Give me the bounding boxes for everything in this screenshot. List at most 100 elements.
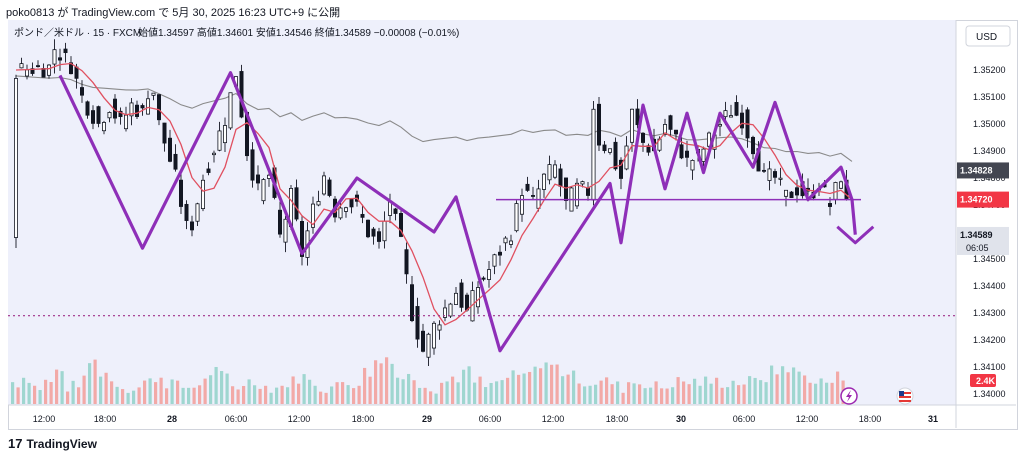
volume-bar xyxy=(11,382,15,404)
candle-body xyxy=(723,110,728,118)
candle xyxy=(35,60,40,68)
candle-body xyxy=(96,106,101,124)
candle-body xyxy=(839,181,844,189)
price-label-box xyxy=(957,191,1009,208)
candle-body xyxy=(321,175,326,195)
currency-button-label: USD xyxy=(976,32,997,43)
candle-body xyxy=(536,188,541,209)
candle xyxy=(228,92,233,130)
volume-bar xyxy=(781,366,785,404)
chart-svg[interactable]: USD1.352001.351001.350001.349001.348001.… xyxy=(8,20,1016,428)
candle xyxy=(294,179,299,222)
candle-body xyxy=(35,65,40,68)
us-flag-event-icon[interactable] xyxy=(896,387,914,405)
volume-bar xyxy=(462,369,466,404)
volume-bar xyxy=(500,380,504,404)
candle-body xyxy=(261,179,266,202)
candle xyxy=(734,95,739,117)
volume-bar xyxy=(654,381,658,404)
candle xyxy=(597,96,602,151)
candle-body xyxy=(437,324,442,331)
candle-body xyxy=(211,152,216,156)
candle-body xyxy=(685,150,690,158)
volume-bar xyxy=(176,380,180,404)
volume-bar xyxy=(33,385,37,404)
candle xyxy=(762,163,767,173)
candle xyxy=(426,332,431,367)
flag-stripe xyxy=(899,400,911,402)
candle xyxy=(740,104,745,135)
candle-body xyxy=(701,148,706,162)
volume-bar xyxy=(93,359,97,404)
volume-bar xyxy=(22,377,26,404)
candle-body xyxy=(151,92,156,96)
candle xyxy=(189,215,194,237)
x-tick-label: 30 xyxy=(676,414,686,424)
candle xyxy=(531,186,536,201)
volume-bar xyxy=(836,371,840,404)
candle-body xyxy=(486,269,491,280)
x-tick-label: 18:00 xyxy=(859,414,882,424)
volume-bar xyxy=(396,377,400,404)
candle-body xyxy=(250,149,255,181)
candle-body xyxy=(426,333,431,358)
volume-bar xyxy=(170,379,174,404)
candle xyxy=(167,129,172,163)
y-tick-label: 1.35100 xyxy=(973,92,1006,102)
candle-body xyxy=(635,108,640,126)
tradingview-logo[interactable]: 17 TradingView xyxy=(8,436,97,451)
candle xyxy=(184,200,189,230)
volume-bar xyxy=(297,383,301,404)
candle-body xyxy=(553,164,558,178)
x-tick-label: 12:00 xyxy=(288,414,311,424)
volume-bar xyxy=(44,379,48,404)
candle-body xyxy=(453,292,458,305)
candle xyxy=(80,80,85,103)
currency-button[interactable]: USD xyxy=(965,25,1011,47)
candle xyxy=(525,176,530,192)
candle-body xyxy=(327,179,332,196)
volume-bar xyxy=(566,374,570,404)
candle-body xyxy=(475,287,480,308)
volume-bar xyxy=(27,382,31,404)
candle-body xyxy=(663,124,668,135)
volume-bar xyxy=(489,382,493,404)
candle-body xyxy=(591,108,596,201)
x-tick-label: 06:00 xyxy=(225,414,248,424)
candle-body xyxy=(718,124,723,127)
candle xyxy=(553,160,558,180)
candle-body xyxy=(398,213,403,237)
candle-body xyxy=(360,213,365,218)
candle-body xyxy=(189,221,194,231)
candle xyxy=(63,42,68,63)
y-tick-label: 1.34200 xyxy=(973,335,1006,345)
volume-bar xyxy=(572,370,576,404)
candle xyxy=(96,105,101,128)
volume-bar xyxy=(528,371,532,404)
volume-bar xyxy=(506,377,510,404)
candle xyxy=(492,253,497,275)
candle-body xyxy=(382,220,387,242)
lightning-event-icon[interactable] xyxy=(840,387,858,405)
candle-body xyxy=(707,132,712,147)
volume-bar xyxy=(726,387,730,404)
candle xyxy=(514,200,519,233)
candle-body xyxy=(124,114,129,130)
volume-bar xyxy=(814,383,818,404)
volume-bar xyxy=(456,382,460,404)
candle-body xyxy=(608,148,613,153)
candle-body xyxy=(459,282,464,308)
volume-bar xyxy=(264,385,268,404)
candle-body xyxy=(365,219,370,238)
volume-bar xyxy=(203,378,207,404)
plot-area xyxy=(8,20,956,405)
candle-body xyxy=(575,182,580,207)
legend-symbol: ポンド／米ドル · 15 · FXCM xyxy=(14,26,141,39)
candle-body xyxy=(19,63,24,69)
volume-bar xyxy=(209,375,213,404)
candle-body xyxy=(420,330,425,352)
candle xyxy=(679,137,684,160)
candle xyxy=(277,201,282,238)
candle-body xyxy=(602,144,607,152)
volume-bar xyxy=(797,371,801,404)
